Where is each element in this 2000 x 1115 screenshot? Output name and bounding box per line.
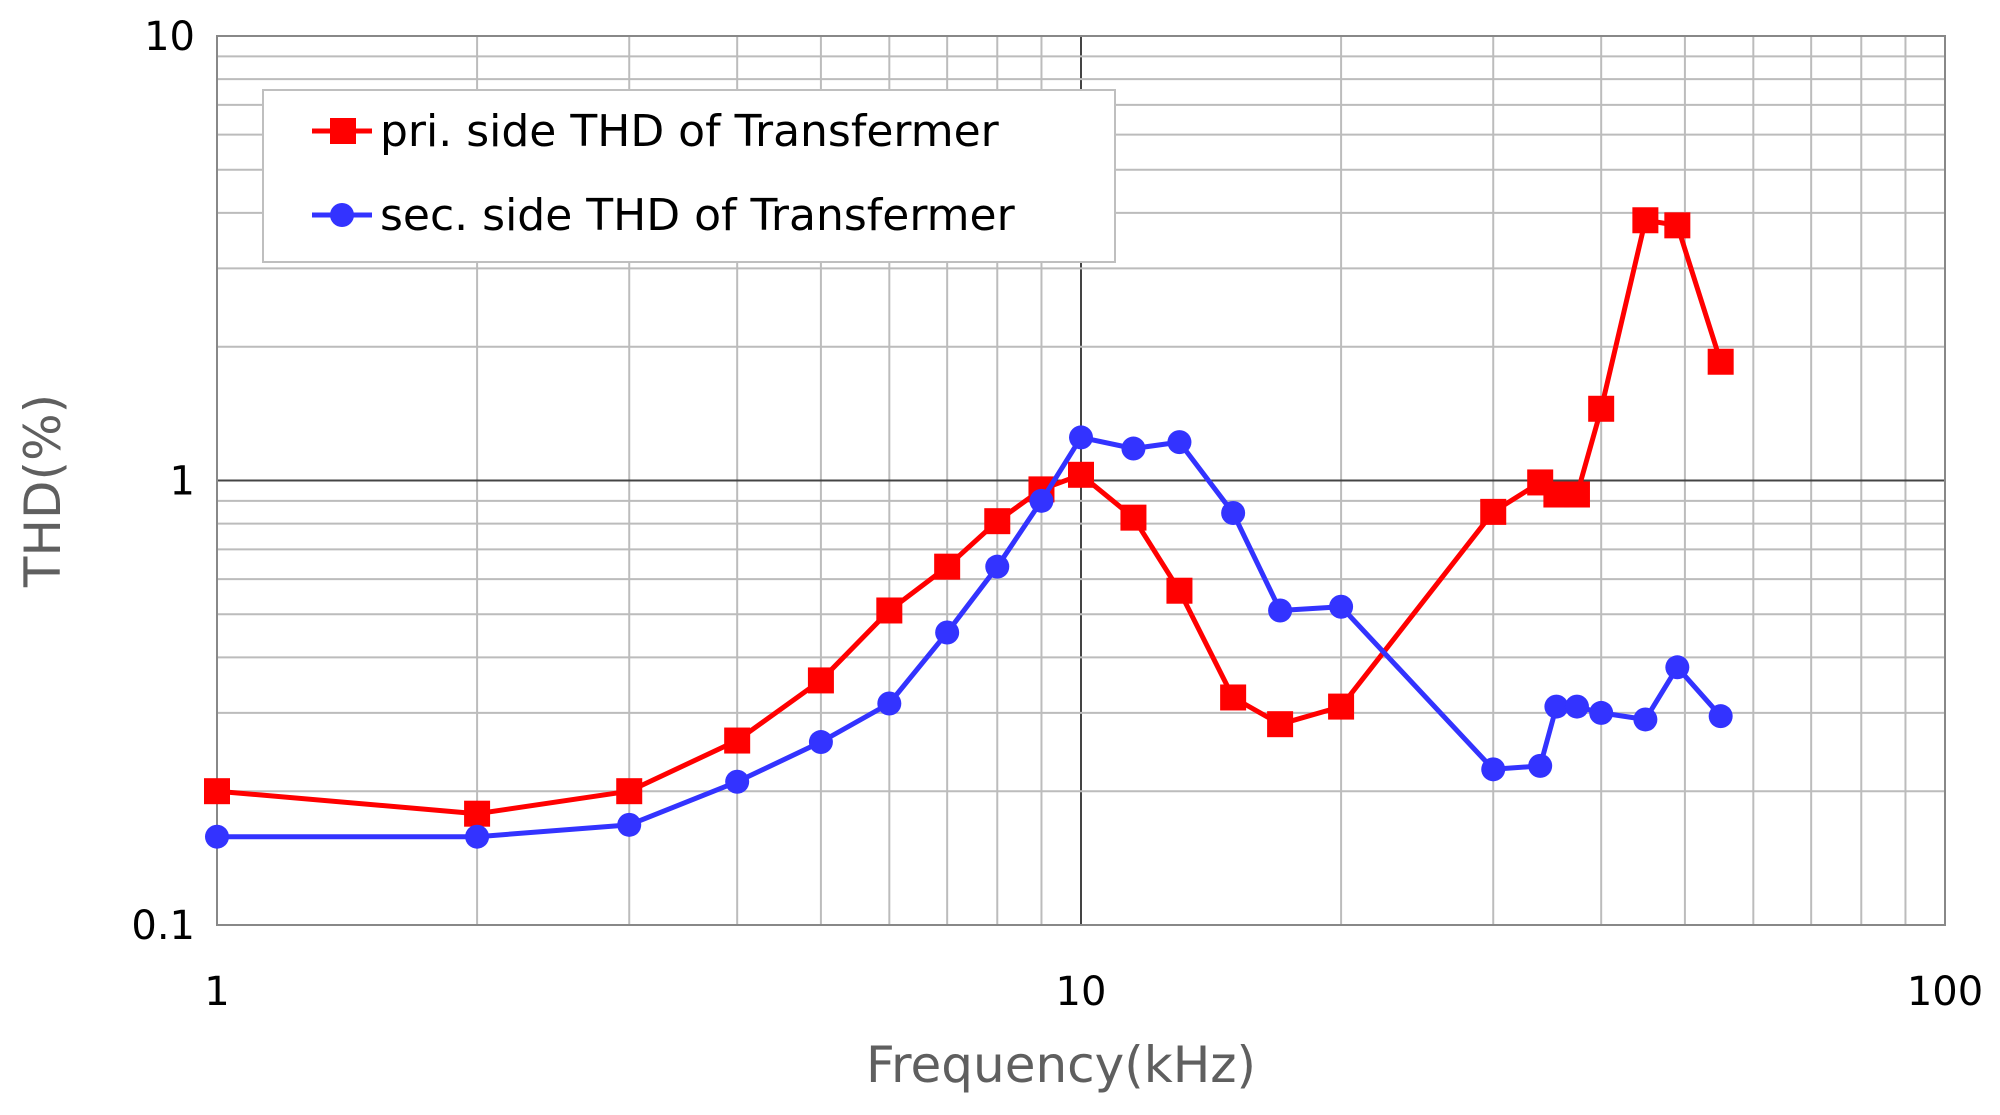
- series-layer: [204, 207, 1734, 849]
- data-point-circle: [725, 769, 750, 794]
- data-point-circle: [617, 812, 642, 837]
- data-point-circle: [877, 691, 902, 716]
- x-tick-label: 100: [1907, 969, 1983, 1015]
- x-axis-title: Frequency(kHz): [866, 1036, 1256, 1094]
- data-point-square: [1120, 504, 1147, 531]
- legend-circle-marker-icon: [330, 203, 354, 227]
- data-point-square: [204, 778, 230, 805]
- y-tick-label: 1: [170, 459, 195, 505]
- data-point-square: [1166, 577, 1193, 604]
- data-point-circle: [1528, 753, 1553, 778]
- data-point-circle: [465, 824, 490, 849]
- data-point-square: [1267, 711, 1294, 738]
- legend-label-sec: sec. side THD of Transfermer: [380, 190, 1016, 241]
- legend-square-marker-icon: [330, 118, 356, 144]
- y-tick-label: 10: [144, 14, 195, 60]
- data-point-circle: [1665, 655, 1690, 680]
- data-point-circle: [1221, 501, 1246, 526]
- legend-entry-pri: pri. side THD of Transfermer: [312, 106, 1000, 157]
- data-point-square: [1707, 348, 1734, 375]
- data-point-square: [984, 508, 1011, 535]
- data-point-square: [876, 597, 903, 624]
- data-point-square: [616, 778, 643, 805]
- data-point-circle: [1167, 430, 1192, 455]
- data-point-square: [1328, 693, 1355, 720]
- data-point-circle: [205, 824, 229, 849]
- data-point-circle: [1069, 425, 1093, 450]
- data-point-circle: [1589, 700, 1614, 725]
- x-tick-label: 1: [204, 969, 229, 1015]
- data-point-circle: [1121, 436, 1146, 461]
- data-point-circle: [985, 554, 1010, 579]
- data-point-circle: [1481, 757, 1506, 782]
- data-point-circle: [1564, 694, 1589, 719]
- data-point-circle: [1029, 488, 1054, 513]
- x-tick-label: 10: [1056, 969, 1107, 1015]
- legend-box: [262, 89, 1116, 263]
- data-point-square: [724, 727, 751, 754]
- data-point-square: [1588, 395, 1615, 422]
- y-tick-label: 0.1: [131, 903, 195, 949]
- series-sec: [205, 425, 1733, 849]
- data-point-square: [934, 553, 961, 580]
- data-point-square: [807, 667, 834, 694]
- legend-label-pri: pri. side THD of Transfermer: [380, 106, 1000, 157]
- data-point-square: [464, 800, 491, 827]
- legend: pri. side THD of Transfermer sec. side T…: [262, 89, 1116, 263]
- data-point-circle: [1708, 704, 1733, 729]
- data-point-circle: [1268, 598, 1293, 623]
- data-point-square: [1068, 461, 1094, 488]
- data-point-square: [1664, 212, 1691, 239]
- legend-entry-sec: sec. side THD of Transfermer: [312, 190, 1016, 241]
- data-point-square: [1632, 207, 1659, 234]
- data-point-square: [1220, 684, 1247, 711]
- y-axis-title: THD(%): [14, 394, 72, 588]
- plot-frame: [216, 35, 1946, 926]
- data-point-circle: [808, 730, 833, 755]
- data-point-circle: [1544, 694, 1569, 719]
- data-point-circle: [1633, 707, 1658, 732]
- data-point-square: [1563, 481, 1590, 508]
- data-point-square: [1480, 498, 1507, 525]
- data-point-circle: [935, 620, 960, 645]
- series-pri: [204, 207, 1734, 827]
- data-point-circle: [1329, 594, 1354, 619]
